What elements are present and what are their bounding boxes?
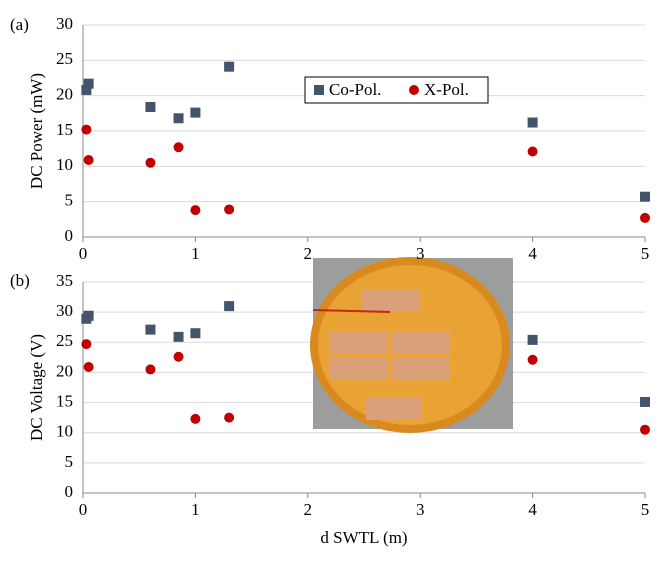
y-tick-label: 10: [56, 155, 73, 174]
marker-square: [640, 396, 650, 407]
x-tick-label: 5: [641, 500, 650, 519]
legend-label: X-Pol.: [424, 80, 469, 99]
x-tick-label: 0: [79, 244, 88, 263]
y-tick-label: 20: [56, 361, 73, 380]
y-tick-label: 30: [56, 301, 73, 320]
marker-circle: [83, 154, 94, 165]
marker-circle: [527, 354, 538, 365]
marker-circle: [83, 362, 94, 373]
marker-square: [83, 310, 94, 321]
y-tick-label: 0: [65, 226, 74, 245]
marker-circle: [224, 204, 235, 215]
y-axis-label: DC Voltage (V): [27, 334, 46, 441]
x-tick-label: 1: [191, 244, 200, 263]
y-tick-label: 0: [65, 482, 74, 501]
marker-circle: [81, 124, 92, 135]
marker-square: [173, 113, 184, 124]
panel-label: (a): [10, 15, 29, 34]
x-tick-label: 5: [641, 244, 650, 263]
y-tick-label: 25: [56, 49, 73, 68]
marker-circle: [190, 413, 201, 424]
marker-square: [81, 85, 92, 96]
marker-circle: [145, 364, 156, 375]
marker-square: [314, 85, 324, 95]
x-tick-label: 3: [416, 500, 425, 519]
marker-circle: [145, 157, 156, 168]
marker-square: [527, 117, 538, 128]
y-tick-label: 30: [56, 14, 73, 33]
marker-circle: [527, 146, 538, 157]
marker-circle: [224, 412, 235, 423]
marker-square: [145, 101, 156, 112]
x-tick-label: 2: [304, 500, 313, 519]
y-tick-label: 35: [56, 271, 73, 290]
marker-circle: [640, 212, 650, 223]
x-tick-label: 4: [528, 500, 537, 519]
marker-square: [83, 78, 94, 89]
y-axis-label: DC Power (mW): [27, 73, 46, 189]
marker-circle: [173, 142, 184, 153]
marker-circle: [81, 339, 92, 350]
marker-circle: [409, 85, 419, 95]
marker-square: [640, 191, 650, 202]
y-tick-label: 25: [56, 331, 73, 350]
marker-square: [527, 334, 538, 345]
marker-square: [173, 331, 184, 342]
marker-square: [190, 328, 201, 339]
y-tick-label: 15: [56, 391, 73, 410]
x-tick-label: 1: [191, 500, 200, 519]
x-tick-label: 0: [79, 500, 88, 519]
marker-circle: [640, 424, 650, 435]
x-tick-label: 4: [528, 244, 537, 263]
marker-circle: [173, 351, 184, 362]
marker-square: [224, 61, 235, 72]
panel-label: (b): [10, 271, 30, 290]
y-tick-label: 5: [65, 452, 74, 471]
y-tick-label: 20: [56, 85, 73, 104]
marker-circle: [190, 205, 201, 216]
marker-square: [145, 324, 156, 335]
x-tick-label: 3: [416, 244, 425, 263]
marker-square: [224, 301, 235, 312]
x-tick-label: 2: [304, 244, 313, 263]
y-tick-label: 15: [56, 120, 73, 139]
x-axis-label: d SWTL (m): [320, 528, 407, 547]
legend-box: [304, 76, 489, 104]
y-tick-label: 5: [65, 191, 74, 210]
inset-photo: [310, 257, 513, 433]
legend-label: Co-Pol.: [329, 80, 381, 99]
y-tick-label: 10: [56, 422, 73, 441]
marker-square: [190, 107, 201, 118]
